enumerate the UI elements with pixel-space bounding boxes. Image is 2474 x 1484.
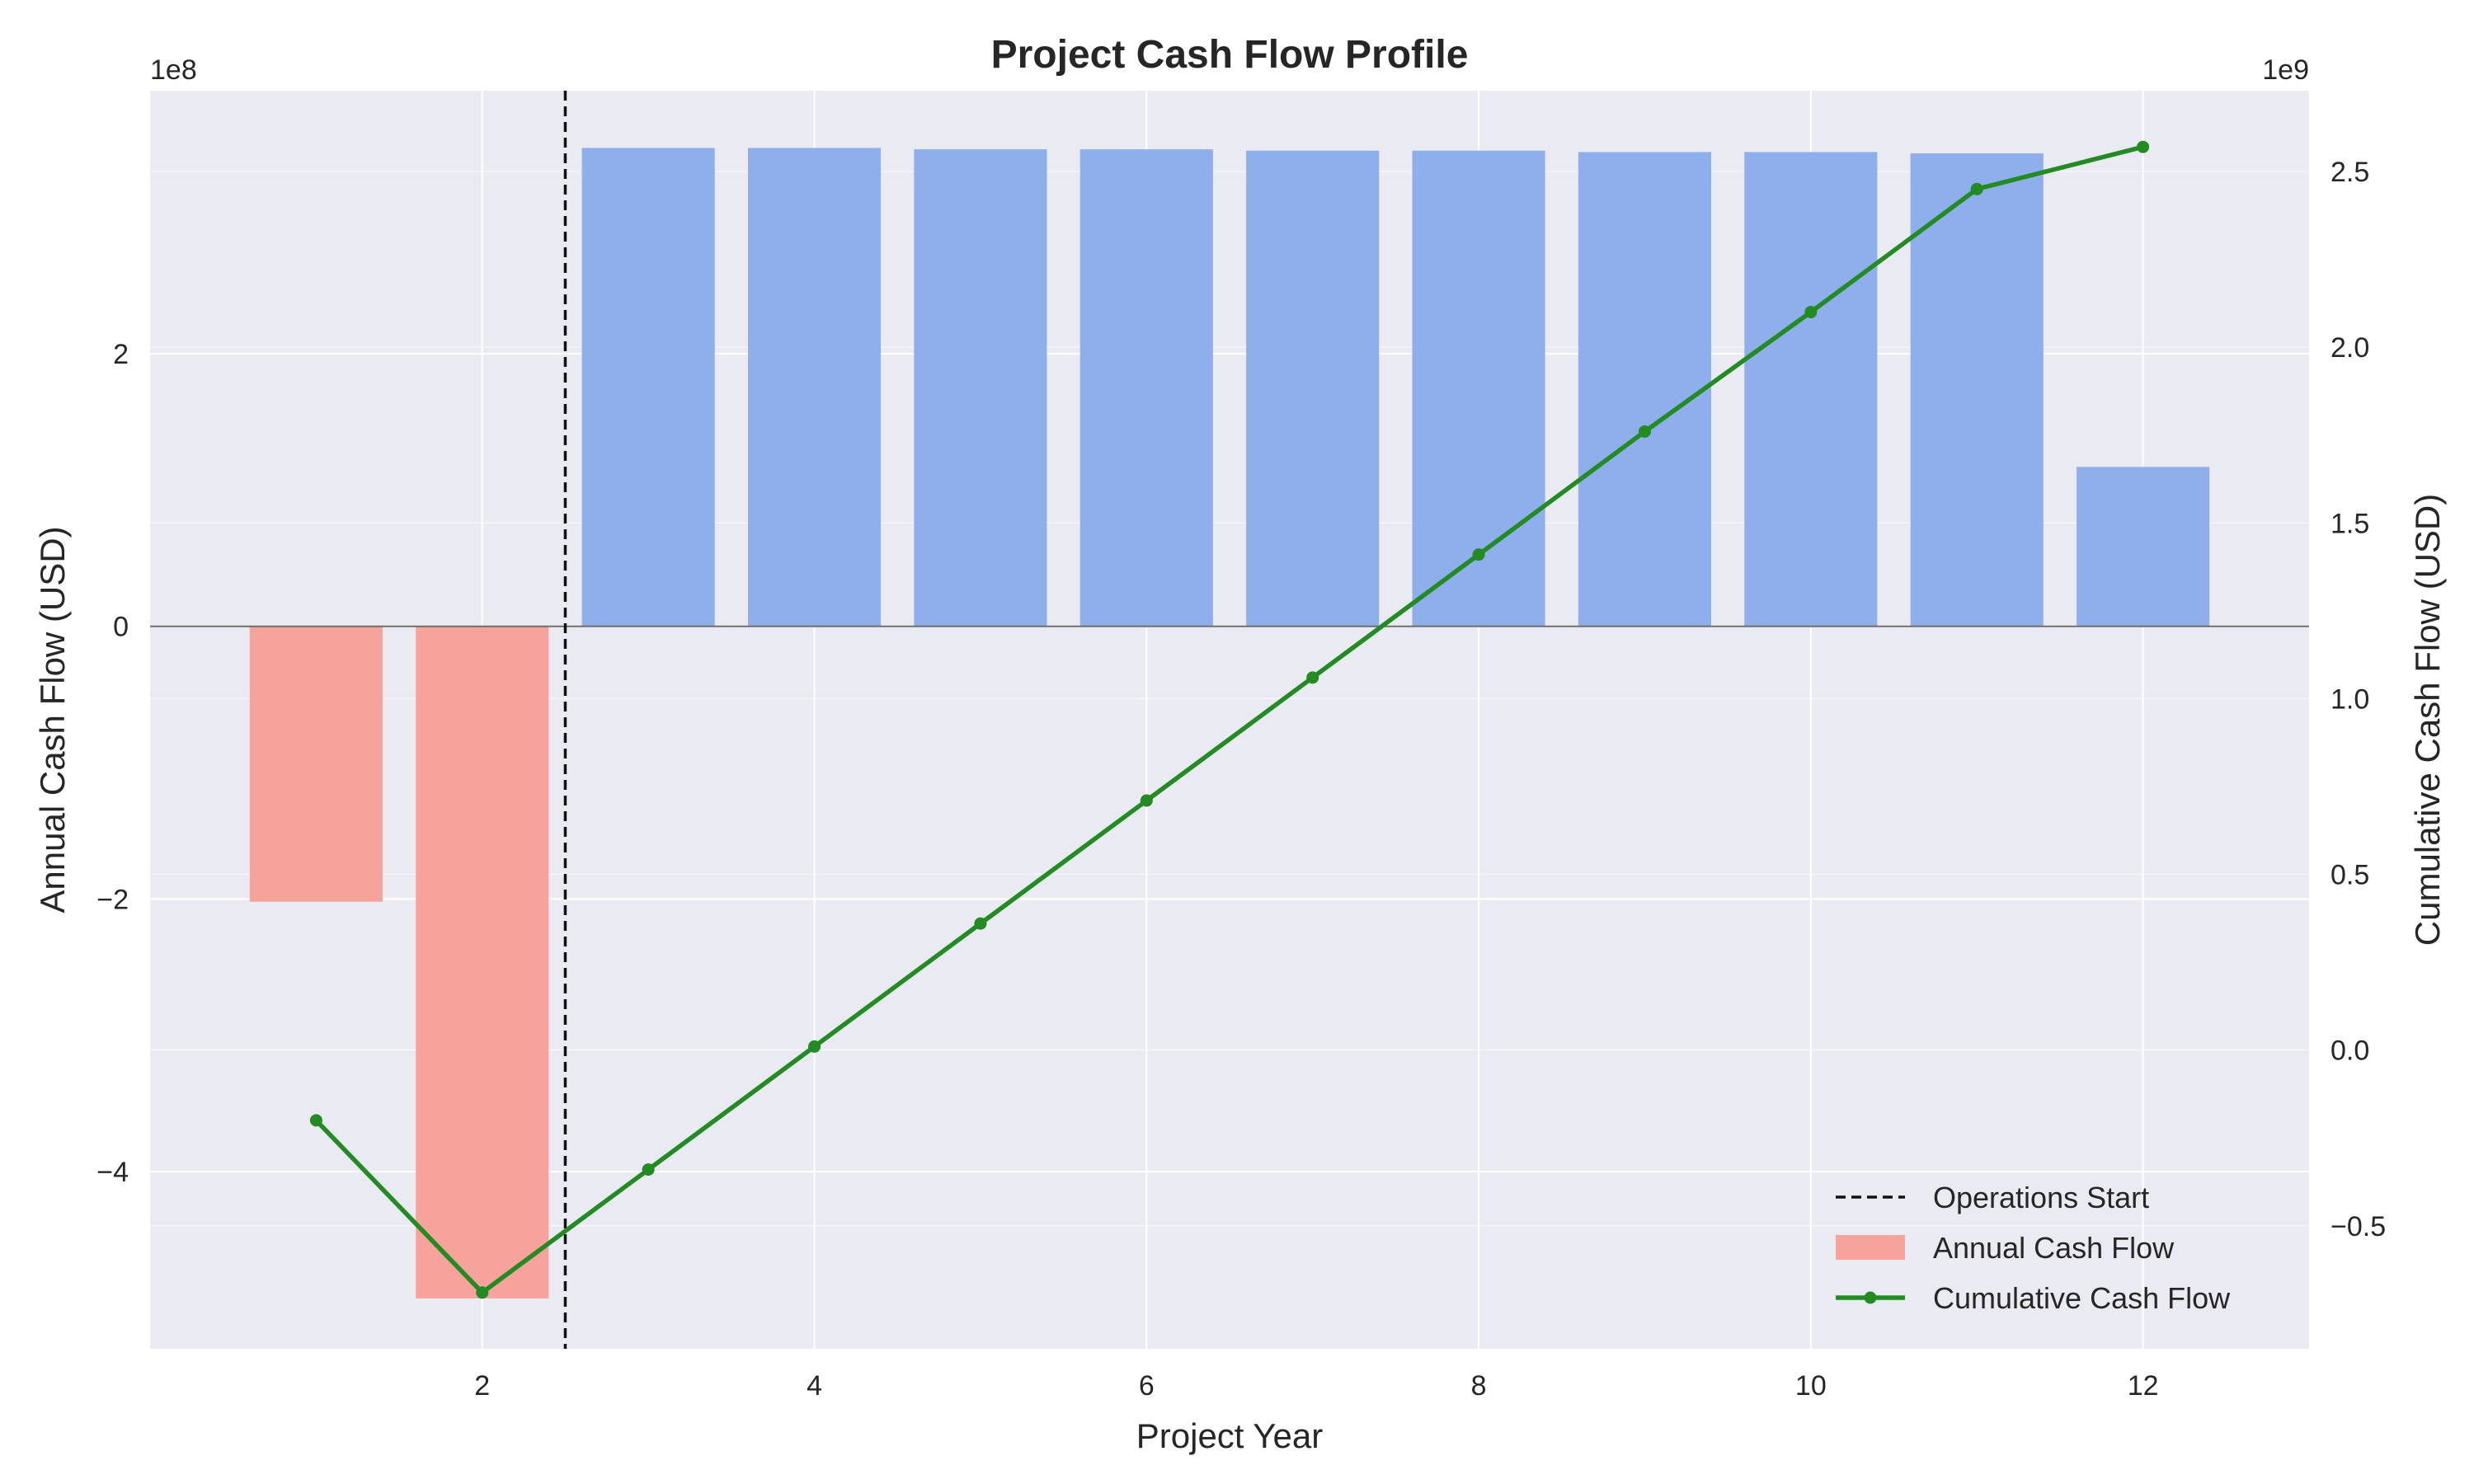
cumulative-point-year-4 — [808, 1040, 821, 1053]
cumulative-point-year-12 — [2137, 140, 2150, 153]
legend-label-cumulative-cash-flow: Cumulative Cash Flow — [1933, 1281, 2231, 1315]
cumulative-point-year-7 — [1306, 671, 1319, 684]
y-tick-label: 2 — [113, 339, 129, 370]
bar-year-10 — [1744, 152, 1878, 627]
x-tick-label: 10 — [1795, 1370, 1827, 1402]
bar-year-4 — [747, 148, 882, 627]
bar-series — [249, 148, 2210, 1298]
bar-year-1 — [249, 626, 383, 902]
y2-tick-label: 2.5 — [2331, 157, 2369, 188]
cumulative-point-year-11 — [1970, 182, 1983, 195]
y2-axis-title: Cumulative Cash Flow (USD) — [2408, 494, 2447, 946]
y-tick-label: −4 — [96, 1157, 129, 1188]
bar-year-8 — [1412, 150, 1545, 627]
x-tick-label: 12 — [2128, 1370, 2159, 1402]
cumulative-point-year-10 — [1804, 306, 1818, 319]
cumulative-point-year-2 — [476, 1286, 489, 1299]
y2-tick-label: 2.0 — [2331, 332, 2369, 364]
y2-tick-label: 1.0 — [2331, 683, 2369, 715]
legend-label-operations-start: Operations Start — [1933, 1181, 2149, 1214]
x-tick-label: 6 — [1139, 1370, 1155, 1402]
bar-year-2 — [416, 626, 549, 1298]
bar-year-5 — [914, 149, 1047, 627]
y-axis-offset-label: 1e8 — [150, 54, 197, 86]
y-axis-title: Annual Cash Flow (USD) — [33, 526, 72, 913]
y2-axis-offset-label: 1e9 — [2262, 54, 2309, 86]
bar-year-9 — [1578, 152, 1712, 627]
y2-tick-label: 1.5 — [2331, 508, 2369, 539]
cumulative-point-year-9 — [1638, 425, 1651, 438]
cumulative-line-series — [309, 140, 2150, 1299]
cumulative-line-path — [314, 144, 2144, 1295]
x-tick-label: 2 — [474, 1370, 490, 1402]
y2-tick-label: 0.5 — [2331, 860, 2369, 891]
legend-swatch-annual-cash-flow — [1836, 1235, 1905, 1260]
y-tick-label: 0 — [113, 612, 129, 643]
cumulative-point-year-1 — [309, 1114, 322, 1127]
cumulative-point-year-8 — [1472, 548, 1485, 561]
chart-title: Project Cash Flow Profile — [991, 33, 1469, 77]
y-tick-label: −2 — [96, 884, 129, 915]
x-axis-ticks: 2 4 6 8 10 12 — [474, 1370, 2158, 1402]
x-tick-label: 4 — [807, 1370, 822, 1402]
cumulative-point-year-5 — [974, 917, 987, 930]
x-axis-title: Project Year — [1136, 1416, 1324, 1455]
cumulative-point-year-3 — [642, 1163, 655, 1176]
bar-year-3 — [581, 148, 715, 627]
cumulative-point-year-6 — [1140, 794, 1153, 807]
legend: Operations Start Annual Cash Flow Cumula… — [1836, 1181, 2231, 1315]
bar-year-7 — [1246, 150, 1380, 627]
bar-year-11 — [1910, 153, 2044, 627]
bar-year-6 — [1079, 149, 1213, 627]
y-axis-ticks: −4 −2 0 2 — [96, 339, 129, 1188]
y2-axis-ticks: −0.5 0.0 0.5 1.0 1.5 2.0 2.5 — [2331, 157, 2386, 1242]
x-tick-label: 8 — [1471, 1370, 1487, 1402]
legend-swatch-cumulative-marker — [1864, 1291, 1877, 1304]
bar-year-12 — [2077, 467, 2210, 627]
legend-label-annual-cash-flow: Annual Cash Flow — [1933, 1231, 2175, 1265]
y2-tick-label: 0.0 — [2331, 1036, 2369, 1067]
y2-tick-label: −0.5 — [2331, 1211, 2386, 1242]
